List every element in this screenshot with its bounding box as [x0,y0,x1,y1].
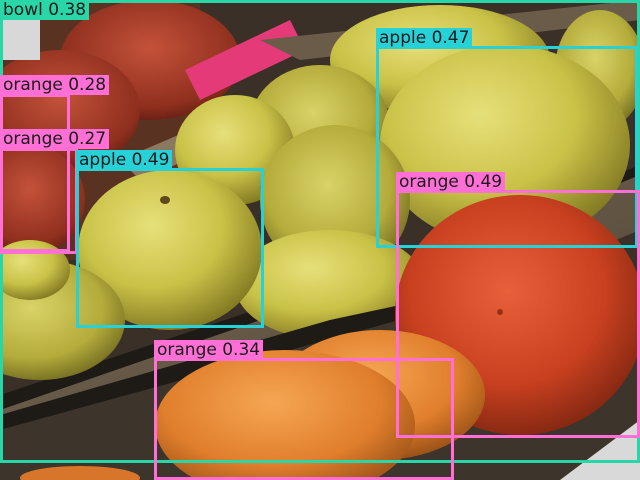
detection-label-bowl: bowl 0.38 [0,0,90,20]
detection-label-orange-bottom: orange 0.34 [154,340,264,360]
detection-label-apple-upper-right: apple 0.47 [376,28,473,48]
detection-label-orange-right: orange 0.49 [396,172,506,192]
detection-label-orange-left-1: orange 0.28 [0,75,110,95]
detection-label-orange-left-2: orange 0.27 [0,129,110,149]
detection-label-apple-center-left: apple 0.49 [76,150,173,170]
